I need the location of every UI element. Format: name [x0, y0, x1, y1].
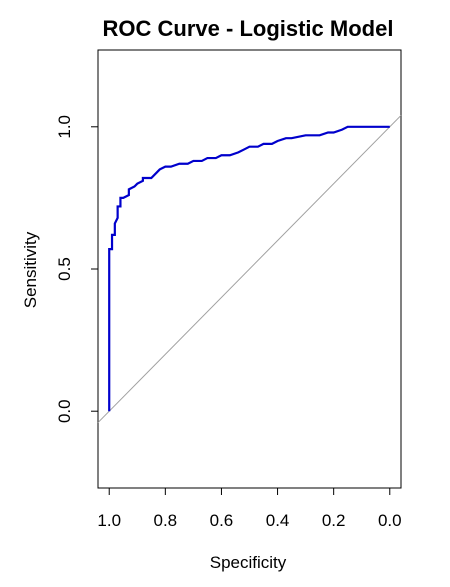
y-tick-label: 0.5	[55, 257, 74, 281]
y-axis-title: Sensitivity	[21, 231, 40, 308]
x-tick-label: 0.8	[154, 511, 178, 530]
y-axis-ticks: 0.0 0.5 1.0	[55, 115, 98, 423]
chart-title: ROC Curve - Logistic Model	[103, 16, 394, 41]
y-tick-label: 0.0	[55, 399, 74, 423]
x-tick-label: 0.4	[266, 511, 290, 530]
x-axis-ticks: 1.0 0.8 0.6 0.4 0.2 0.0	[97, 488, 402, 530]
x-tick-label: 0.2	[322, 511, 346, 530]
x-tick-label: 1.0	[97, 511, 121, 530]
roc-curve-line	[108, 125, 390, 412]
x-tick-label: 0.0	[378, 511, 402, 530]
reference-diagonal-line	[97, 115, 402, 423]
x-tick-label: 0.6	[210, 511, 234, 530]
x-axis-title: Specificity	[210, 553, 287, 572]
y-tick-label: 1.0	[55, 115, 74, 139]
